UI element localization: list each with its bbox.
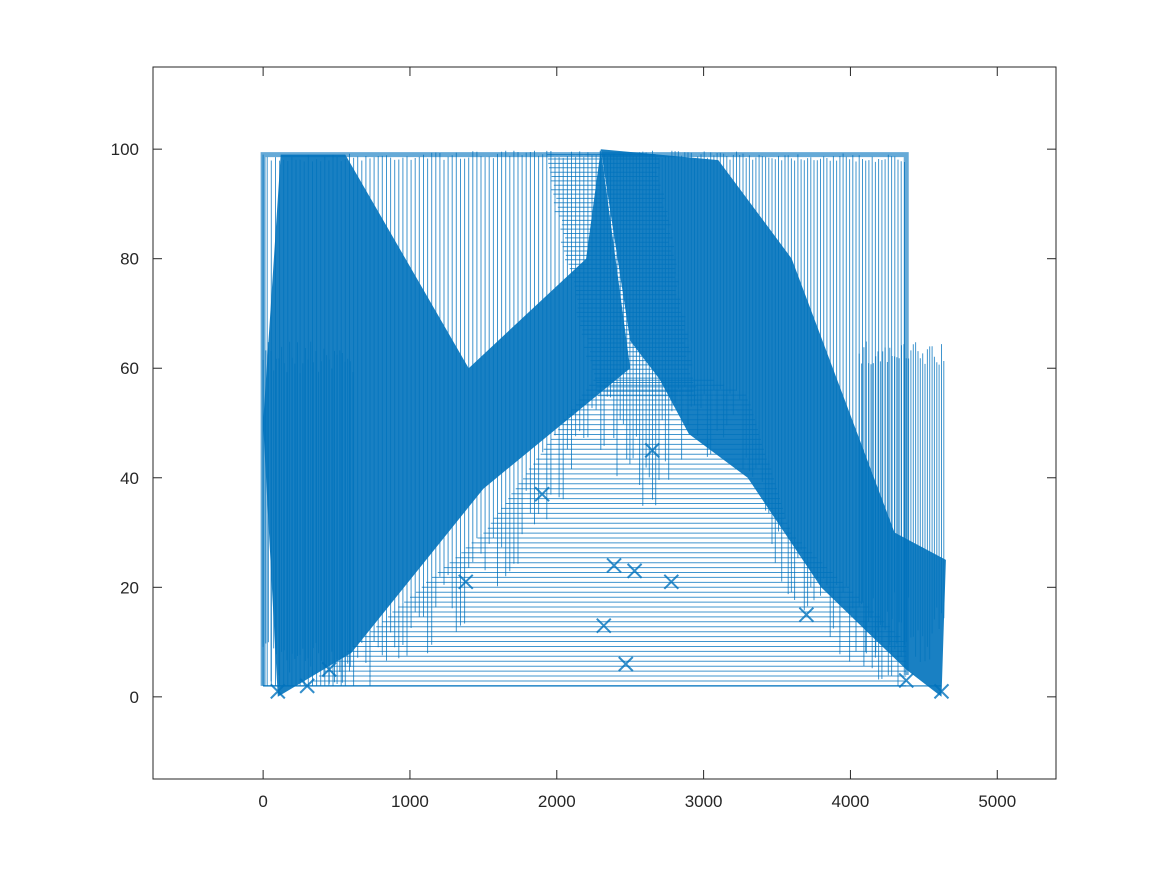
series-marker <box>626 563 643 579</box>
series-marker <box>534 486 550 502</box>
y-axis: 0 20 40 60 80 100 <box>111 140 1056 707</box>
y-tick-label: 0 <box>130 688 139 707</box>
series-marker <box>644 442 660 459</box>
series-markers <box>270 442 950 700</box>
x-tick-label: 0 <box>258 792 267 811</box>
x-tick-label: 3000 <box>685 792 723 811</box>
series-marker <box>933 683 950 700</box>
x-tick-label: 2000 <box>538 792 576 811</box>
x-axis: 0 1000 2000 3000 4000 5000 <box>258 67 1016 811</box>
series-marker <box>270 683 286 700</box>
dense-left-region <box>263 149 631 697</box>
series-marker <box>898 672 914 689</box>
series-marker <box>618 656 634 672</box>
y-tick-label: 40 <box>120 469 139 488</box>
plot-frame <box>152 66 1057 780</box>
series-outer-envelope <box>260 152 909 686</box>
x-tick-label: 5000 <box>978 792 1016 811</box>
data-layer <box>260 149 950 700</box>
y-tick-label: 20 <box>120 578 139 597</box>
series-marker <box>321 661 337 678</box>
series-marker <box>299 678 315 694</box>
series-dense-core <box>263 149 946 697</box>
series-marker <box>606 557 622 574</box>
series-marker <box>458 574 474 590</box>
x-tick-label: 1000 <box>391 792 429 811</box>
series-marker <box>596 617 612 634</box>
x-tick-label: 4000 <box>832 792 870 811</box>
series-marker <box>663 574 680 590</box>
dense-right-region <box>600 149 946 697</box>
y-tick-label: 60 <box>120 359 139 378</box>
series-marker <box>798 606 815 623</box>
y-tick-label: 80 <box>120 250 139 269</box>
y-tick-label: 100 <box>111 140 139 159</box>
